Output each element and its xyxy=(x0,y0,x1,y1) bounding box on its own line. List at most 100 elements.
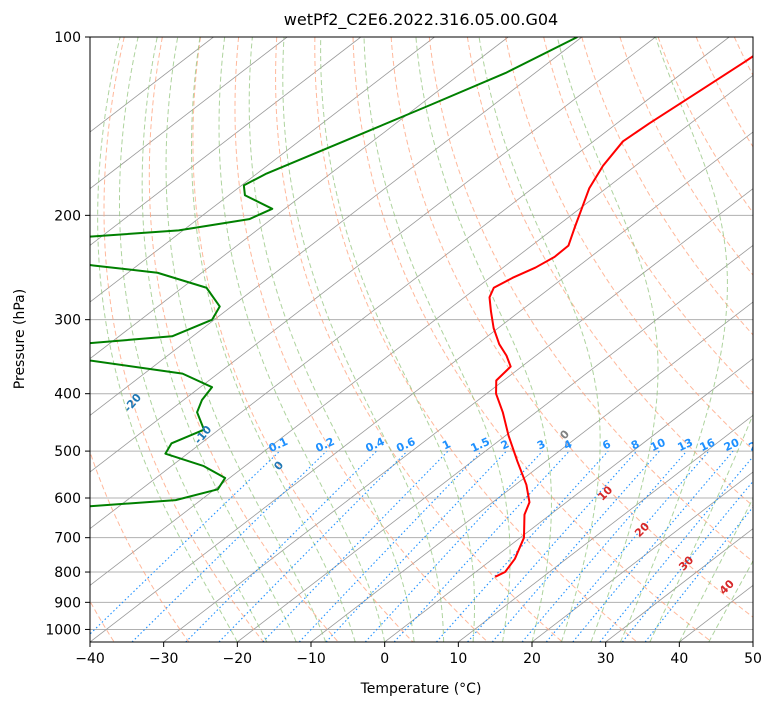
moist-adiabat-line xyxy=(415,37,552,642)
isotherm-line xyxy=(531,471,753,642)
isotherm-line xyxy=(90,37,288,190)
mixing-ratio-label: 16 xyxy=(698,436,718,454)
y-tick-label: 800 xyxy=(54,565,81,581)
isotherm-line xyxy=(90,131,753,642)
y-tick-label: 700 xyxy=(54,531,81,547)
mixing-ratio-line xyxy=(644,506,753,642)
mixing-ratio-line xyxy=(599,455,753,642)
mixing-ratio-line xyxy=(521,450,688,642)
mixing-ratio-label: 0.6 xyxy=(394,435,417,455)
isotherm-line xyxy=(90,74,753,586)
mixing-ratio-line xyxy=(545,450,710,642)
dry-adiabat-label: -20 xyxy=(121,391,144,415)
isotherm-line xyxy=(90,37,362,246)
mixing-ratio-label: 25 xyxy=(747,436,766,454)
isotherm-line xyxy=(679,584,753,642)
mixing-ratio-label: 30 xyxy=(767,436,775,454)
mixing-ratio-label: 1 xyxy=(440,437,452,452)
x-tick-label: −10 xyxy=(296,651,326,667)
moist-adiabat-line xyxy=(649,413,753,642)
dry-adiabat-line xyxy=(428,37,753,563)
mixing-ratio-line xyxy=(298,450,483,642)
moist-adiabat-line xyxy=(282,37,445,642)
mixing-ratio-line xyxy=(621,480,753,642)
moist-adiabat-line xyxy=(218,37,386,642)
x-tick-label: −20 xyxy=(223,651,253,667)
isotherm-line xyxy=(90,37,730,530)
mixing-ratio-label: 20 xyxy=(722,436,742,454)
isotherm-label: 0 xyxy=(557,427,572,442)
x-tick-label: 40 xyxy=(670,651,688,667)
y-tick-label: 600 xyxy=(54,491,81,507)
dry-adiabat-line xyxy=(581,37,753,336)
isotherm-line xyxy=(752,641,753,642)
isotherm-line xyxy=(310,301,753,642)
mixing-ratio-label: 1.5 xyxy=(469,435,492,455)
isotherm-line xyxy=(90,37,435,303)
mixing-ratio-line xyxy=(393,450,570,642)
dry-adiabat-line xyxy=(657,37,753,214)
dewpoint-line xyxy=(90,37,578,508)
line-labels: 0.10.20.40.611.52346810131620253036-100-… xyxy=(121,391,775,598)
mixing-ratio-line xyxy=(185,450,377,642)
mixing-ratio-label: 8 xyxy=(629,437,641,452)
data-lines xyxy=(90,37,753,578)
x-tick-label: 0 xyxy=(380,651,389,667)
moist-adiabat-line xyxy=(619,37,728,642)
moist-adiabat-line xyxy=(165,37,327,642)
isotherm-line xyxy=(237,244,753,642)
mixing-ratio-line xyxy=(572,450,734,642)
moist-adiabat-line xyxy=(678,497,753,642)
mixing-ratio-line xyxy=(436,450,609,642)
moist-adiabat-line xyxy=(248,37,415,642)
isotherm-line xyxy=(90,37,509,360)
isotherm-label: 40 xyxy=(717,577,737,597)
temperature-line xyxy=(488,55,753,578)
x-tick-label: −40 xyxy=(75,651,105,667)
moist-adiabat-line xyxy=(191,37,356,642)
mixing-ratio-line xyxy=(467,450,638,642)
mixing-ratio-line xyxy=(364,450,544,642)
isotherm-line xyxy=(90,37,656,473)
dry-adiabat-label: -10 xyxy=(192,423,215,447)
dry-adiabat-line xyxy=(234,37,488,642)
grid-lines xyxy=(90,37,753,642)
dry-adiabat-line xyxy=(275,37,563,642)
x-tick-label: 10 xyxy=(449,651,467,667)
dry-adiabat-line xyxy=(695,37,753,148)
dry-adiabat-line xyxy=(192,37,414,642)
dry-adiabat-line xyxy=(505,37,753,451)
isotherm-line xyxy=(384,358,753,642)
isotherm-line xyxy=(90,37,214,133)
isotherm-label: 10 xyxy=(595,483,615,503)
dry-adiabat-label: 0 xyxy=(271,458,286,472)
mixing-ratio-line xyxy=(131,450,327,642)
dry-adiabat-line xyxy=(148,37,339,642)
axes: −40 −30 −20 −10 0 10 20 30 40 5010009008007006005… xyxy=(45,30,762,667)
moist-adiabat-line xyxy=(97,37,238,642)
mixing-ratio-line xyxy=(262,450,449,642)
mixing-ratio-line xyxy=(90,450,281,635)
plot-frame xyxy=(89,36,754,643)
x-tick-label: −30 xyxy=(149,651,179,667)
x-tick-label: 20 xyxy=(523,651,541,667)
isotherm-label: 20 xyxy=(632,520,652,540)
mixing-ratio-label: 6 xyxy=(600,437,613,452)
isotherm-label: 30 xyxy=(676,553,696,573)
y-tick-label: 500 xyxy=(54,444,81,460)
mixing-ratio-label: 0.4 xyxy=(363,435,386,455)
dry-adiabat-line xyxy=(466,37,753,507)
dry-adiabat-line xyxy=(390,37,753,618)
x-tick-label: 30 xyxy=(597,651,615,667)
moist-adiabat-line xyxy=(556,37,659,642)
y-axis-label: Pressure (hPa) xyxy=(12,289,28,389)
isotherm-line xyxy=(163,188,753,642)
x-axis-label: Temperature (°C) xyxy=(360,681,482,697)
y-tick-label: 300 xyxy=(54,313,81,329)
isotherm-line xyxy=(605,528,753,642)
mixing-ratio-line xyxy=(491,450,660,642)
isotherm-line xyxy=(458,414,753,642)
isotherm-line xyxy=(90,37,583,416)
x-tick-label: 50 xyxy=(744,651,762,667)
